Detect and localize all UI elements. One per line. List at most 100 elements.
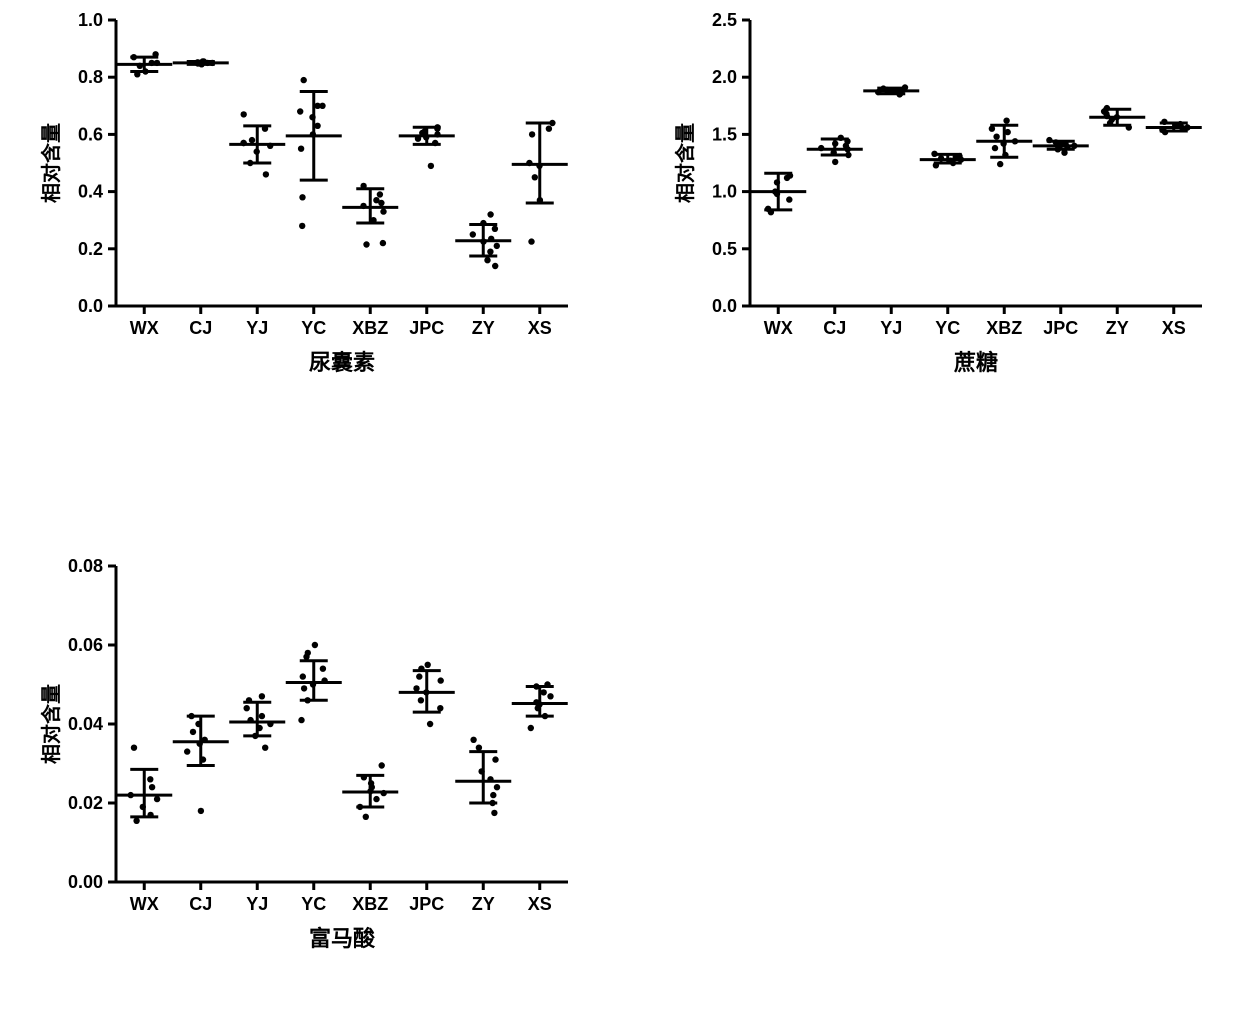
x-tick-label: XS	[528, 894, 552, 914]
data-point	[427, 721, 433, 727]
data-point	[314, 103, 320, 109]
y-tick-label: 0.00	[68, 872, 103, 892]
data-point	[547, 693, 553, 699]
data-point	[299, 194, 305, 200]
x-tick-label: XS	[528, 318, 552, 338]
data-point	[494, 784, 500, 790]
data-point	[314, 123, 320, 129]
data-point	[997, 161, 1003, 167]
y-tick-label: 1.5	[712, 124, 737, 144]
data-point	[299, 223, 305, 229]
data-point	[259, 693, 265, 699]
x-tick-label: XBZ	[352, 318, 388, 338]
data-point	[416, 673, 422, 679]
data-point	[244, 705, 250, 711]
x-tick-label: WX	[130, 318, 159, 338]
y-tick-label: 2.0	[712, 67, 737, 87]
data-point	[131, 745, 137, 751]
chart-panel-allantoin: 0.00.20.40.60.81.0WXCJYJYCXBZJPCZYXS相对含量…	[38, 10, 578, 380]
data-point	[301, 685, 307, 691]
data-point	[487, 211, 493, 217]
x-tick-label: XBZ	[986, 318, 1022, 338]
data-point	[993, 134, 999, 140]
data-point	[418, 697, 424, 703]
y-tick-label: 2.5	[712, 10, 737, 30]
data-point	[470, 231, 476, 237]
y-tick-label: 0.04	[68, 714, 103, 734]
data-point	[190, 729, 196, 735]
x-tick-label: YC	[935, 318, 960, 338]
data-point	[298, 717, 304, 723]
x-tick-label: YJ	[880, 318, 902, 338]
data-point	[528, 238, 534, 244]
data-point	[301, 77, 307, 83]
data-point	[380, 208, 386, 214]
data-point	[491, 810, 497, 816]
data-point	[786, 196, 792, 202]
y-tick-label: 0.5	[712, 239, 737, 259]
data-point	[476, 745, 482, 751]
data-point	[133, 818, 139, 824]
x-tick-label: JPC	[1043, 318, 1078, 338]
y-tick-label: 1.0	[712, 182, 737, 202]
data-point	[149, 784, 155, 790]
data-point	[438, 677, 444, 683]
x-tick-label: YJ	[246, 318, 268, 338]
data-point	[263, 171, 269, 177]
x-tick-label: YC	[301, 894, 326, 914]
data-point	[992, 145, 998, 151]
y-axis-label: 相对含量	[673, 123, 697, 203]
data-point	[259, 713, 265, 719]
data-point	[490, 792, 496, 798]
x-tick-label: JPC	[409, 318, 444, 338]
data-point	[437, 705, 443, 711]
y-tick-label: 0.06	[68, 635, 103, 655]
x-tick-label: ZY	[472, 318, 495, 338]
x-tick-label: ZY	[472, 894, 495, 914]
x-tick-label: ZY	[1106, 318, 1129, 338]
data-point	[529, 131, 535, 137]
y-tick-label: 1.0	[78, 10, 103, 30]
chart-panel-sucrose: 0.00.51.01.52.02.5WXCJYJYCXBZJPCZYXS相对含量…	[672, 10, 1212, 380]
y-tick-label: 0.0	[712, 296, 737, 316]
data-point	[832, 159, 838, 165]
data-point	[380, 240, 386, 246]
y-tick-label: 0.08	[68, 556, 103, 576]
data-point	[312, 642, 318, 648]
data-point	[379, 762, 385, 768]
data-point	[494, 243, 500, 249]
data-point	[373, 796, 379, 802]
data-point	[373, 197, 379, 203]
chart-title: 富马酸	[309, 926, 376, 951]
chart-title: 尿囊素	[309, 350, 375, 375]
data-point	[363, 241, 369, 247]
data-point	[428, 163, 434, 169]
data-point	[528, 725, 534, 731]
data-point	[492, 263, 498, 269]
x-tick-label: WX	[764, 318, 793, 338]
data-point	[305, 650, 311, 656]
data-point	[492, 226, 498, 232]
data-point	[300, 673, 306, 679]
x-tick-label: CJ	[189, 894, 212, 914]
y-tick-label: 0.2	[78, 239, 103, 259]
data-point	[363, 814, 369, 820]
data-point	[532, 174, 538, 180]
data-point	[198, 808, 204, 814]
x-tick-label: CJ	[189, 318, 212, 338]
y-tick-label: 0.8	[78, 67, 103, 87]
data-point	[492, 756, 498, 762]
y-tick-label: 0.6	[78, 124, 103, 144]
data-point	[297, 108, 303, 114]
data-point	[487, 249, 493, 255]
data-point	[298, 146, 304, 152]
y-tick-label: 0.0	[78, 296, 103, 316]
y-axis-label: 相对含量	[39, 123, 63, 203]
data-point	[425, 662, 431, 668]
data-point	[484, 257, 490, 263]
x-tick-label: WX	[130, 894, 159, 914]
x-tick-label: XS	[1162, 318, 1186, 338]
chart-title: 蔗糖	[953, 350, 998, 375]
data-point	[184, 748, 190, 754]
y-axis-label: 相对含量	[39, 684, 63, 764]
